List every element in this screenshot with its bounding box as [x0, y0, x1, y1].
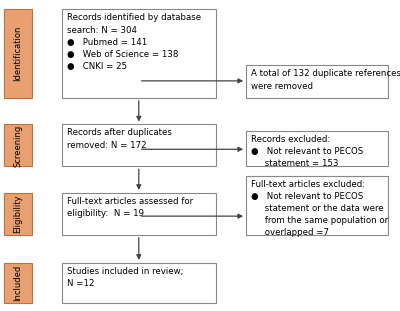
- FancyBboxPatch shape: [62, 124, 216, 166]
- FancyBboxPatch shape: [4, 9, 32, 98]
- Text: Records after duplicates
removed: N = 172: Records after duplicates removed: N = 17…: [67, 128, 172, 150]
- Text: Studies included in review;
N =12: Studies included in review; N =12: [67, 267, 184, 288]
- FancyBboxPatch shape: [62, 263, 216, 303]
- Text: Records excluded:
●   Not relevant to PECOS
     statement = 153: Records excluded: ● Not relevant to PECO…: [251, 135, 364, 168]
- FancyBboxPatch shape: [62, 9, 216, 98]
- FancyBboxPatch shape: [4, 124, 32, 166]
- FancyBboxPatch shape: [246, 176, 388, 235]
- Text: Identification: Identification: [14, 26, 22, 81]
- Text: Eligibility: Eligibility: [14, 195, 22, 233]
- FancyBboxPatch shape: [246, 65, 388, 98]
- Text: Screening: Screening: [14, 124, 22, 166]
- FancyBboxPatch shape: [4, 193, 32, 235]
- FancyBboxPatch shape: [62, 193, 216, 235]
- Text: Full-text articles assessed for
eligibility:  N = 19: Full-text articles assessed for eligibil…: [67, 197, 193, 218]
- Text: A total of 132 duplicate references
were removed: A total of 132 duplicate references were…: [251, 69, 400, 91]
- Text: Records identified by database
search: N = 304
●   Pubmed = 141
●   Web of Scien: Records identified by database search: N…: [67, 13, 201, 71]
- FancyBboxPatch shape: [4, 263, 32, 303]
- Text: Included: Included: [14, 265, 22, 301]
- Text: Full-text articles excluded:
●   Not relevant to PECOS
     statement or the dat: Full-text articles excluded: ● Not relev…: [251, 180, 388, 237]
- FancyBboxPatch shape: [246, 131, 388, 166]
